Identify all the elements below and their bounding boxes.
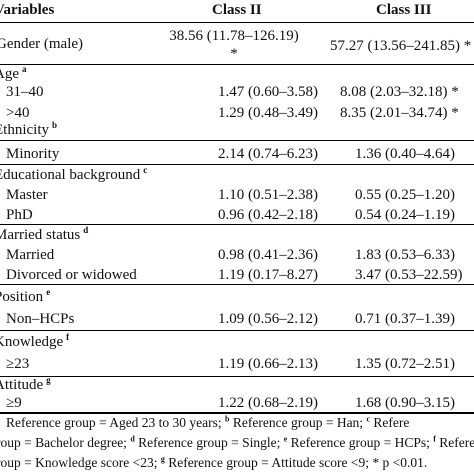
age-over-40-class2: 1.29 (0.48–3.49)	[218, 105, 318, 121]
footnote-line-3: roup = Knowledge score <23; g Reference …	[0, 454, 428, 470]
row-rule	[0, 64, 474, 65]
master-class3: 0.55 (0.25–1.20)	[355, 187, 455, 203]
section-label-position: Positione	[0, 287, 51, 306]
gender-class2-star: *	[230, 46, 238, 62]
divorced-class3: 3.47 (0.53–22.59)	[355, 267, 463, 283]
section-label-education: Educational background c	[0, 165, 148, 184]
header-variables: Variables	[0, 2, 55, 18]
section-label-attitude: Attitudeg	[0, 375, 51, 394]
married-class3: 1.83 (0.53–6.33)	[355, 247, 455, 263]
row-label-age-31-40: 31–40	[6, 84, 44, 100]
attitude-class2: 1.22 (0.68–2.19)	[218, 395, 318, 411]
phd-class3: 0.54 (0.24–1.19)	[355, 207, 455, 223]
row-label-attitude-ge-9: ≥9	[6, 395, 22, 411]
row-rule	[0, 224, 474, 225]
row-rule	[0, 164, 474, 165]
row-label-master: Master	[6, 187, 48, 203]
row-label-married: Married	[6, 247, 55, 263]
section-label-knowledge: Knowledge f	[0, 332, 70, 351]
age-31-40-class2: 1.47 (0.60–3.58)	[218, 84, 318, 100]
section-label-married-status: Married status d	[0, 225, 89, 244]
master-class2: 1.10 (0.51–2.38)	[218, 187, 318, 203]
row-label-gender: Gender (male)	[0, 36, 84, 52]
phd-class2: 0.96 (0.42–2.18)	[218, 207, 318, 223]
age-over-40-class3: 8.35 (2.01–34.74) *	[340, 105, 459, 121]
row-rule	[0, 330, 474, 331]
divorced-class2: 1.19 (0.17–8.27)	[218, 267, 318, 283]
row-label-non-hcps: Non–HCPs	[6, 311, 75, 327]
row-rule	[0, 376, 474, 377]
row-rule	[0, 284, 474, 285]
row-label-knowledge-ge-23: ≥23	[6, 356, 30, 372]
header-bottom-rule	[0, 22, 474, 23]
footnote-line-2: roup = Bachelor degree; d Reference grou…	[0, 434, 474, 450]
gender-class2-value: 38.56 (11.78–126.19)	[169, 28, 299, 44]
footnote-line-1: Reference group = Aged 23 to 30 years; b…	[6, 414, 410, 430]
married-class2: 0.98 (0.41–2.36)	[218, 247, 318, 263]
gender-class3-value: 57.27 (13.56–241.85) *	[330, 38, 472, 54]
row-label-minority: Minority	[6, 146, 60, 162]
row-rule	[0, 140, 474, 141]
non-hcps-class2: 1.09 (0.56–2.12)	[218, 311, 318, 327]
non-hcps-class3: 0.71 (0.37–1.39)	[355, 311, 455, 327]
row-label-divorced-or-widowed: Divorced or widowed	[6, 267, 137, 283]
attitude-class3: 1.68 (0.90–3.15)	[355, 395, 455, 411]
minority-class2: 2.14 (0.74–6.23)	[218, 146, 318, 162]
section-label-ethnicity: Ethnicityb	[0, 120, 58, 139]
section-label-age: Agea	[0, 64, 27, 83]
row-label-phd: PhD	[6, 207, 33, 223]
minority-class3: 1.36 (0.40–4.64)	[355, 146, 455, 162]
header-class-ii: Class II	[212, 2, 262, 18]
age-31-40-class3: 8.08 (2.03–32.18) *	[340, 84, 459, 100]
knowledge-class3: 1.35 (0.72–2.51)	[355, 356, 455, 372]
table-bottom-rule	[0, 412, 474, 414]
row-label-age-over-40: >40	[6, 105, 30, 121]
knowledge-class2: 1.19 (0.66–2.13)	[218, 356, 318, 372]
header-class-iii: Class III	[376, 2, 432, 18]
